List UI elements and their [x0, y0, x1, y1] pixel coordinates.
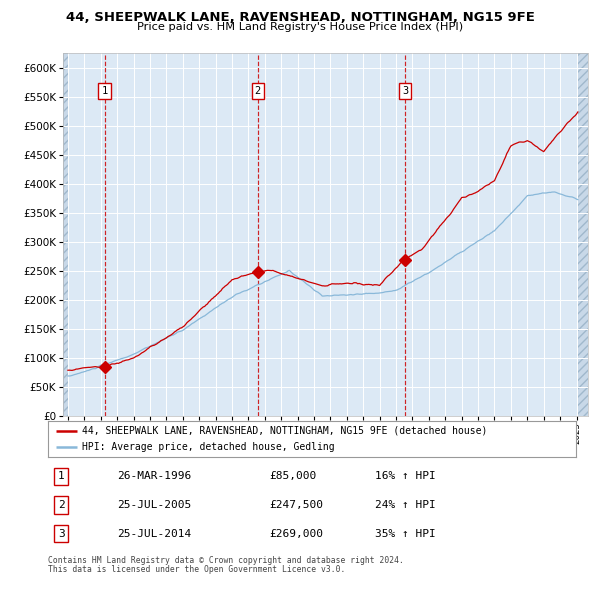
Bar: [577, 53, 588, 416]
Text: 16% ↑ HPI: 16% ↑ HPI: [376, 471, 436, 481]
Bar: [63, 53, 68, 416]
Bar: [63, 53, 68, 416]
Text: Contains HM Land Registry data © Crown copyright and database right 2024.: Contains HM Land Registry data © Crown c…: [48, 556, 404, 565]
Text: 3: 3: [402, 86, 409, 96]
Text: Price paid vs. HM Land Registry's House Price Index (HPI): Price paid vs. HM Land Registry's House …: [137, 22, 463, 32]
Text: 35% ↑ HPI: 35% ↑ HPI: [376, 529, 436, 539]
Text: 2: 2: [254, 86, 261, 96]
Text: 1: 1: [101, 86, 107, 96]
Text: 44, SHEEPWALK LANE, RAVENSHEAD, NOTTINGHAM, NG15 9FE: 44, SHEEPWALK LANE, RAVENSHEAD, NOTTINGH…: [65, 11, 535, 24]
Text: 25-JUL-2005: 25-JUL-2005: [116, 500, 191, 510]
Text: £269,000: £269,000: [270, 529, 324, 539]
Text: 1: 1: [58, 471, 65, 481]
Text: HPI: Average price, detached house, Gedling: HPI: Average price, detached house, Gedl…: [82, 442, 335, 453]
Text: 24% ↑ HPI: 24% ↑ HPI: [376, 500, 436, 510]
Text: 25-JUL-2014: 25-JUL-2014: [116, 529, 191, 539]
Text: 3: 3: [58, 529, 65, 539]
Text: This data is licensed under the Open Government Licence v3.0.: This data is licensed under the Open Gov…: [48, 565, 346, 574]
Text: 2: 2: [58, 500, 65, 510]
Bar: [577, 53, 588, 416]
Text: £247,500: £247,500: [270, 500, 324, 510]
Text: £85,000: £85,000: [270, 471, 317, 481]
Text: 26-MAR-1996: 26-MAR-1996: [116, 471, 191, 481]
Text: 44, SHEEPWALK LANE, RAVENSHEAD, NOTTINGHAM, NG15 9FE (detached house): 44, SHEEPWALK LANE, RAVENSHEAD, NOTTINGH…: [82, 425, 488, 435]
